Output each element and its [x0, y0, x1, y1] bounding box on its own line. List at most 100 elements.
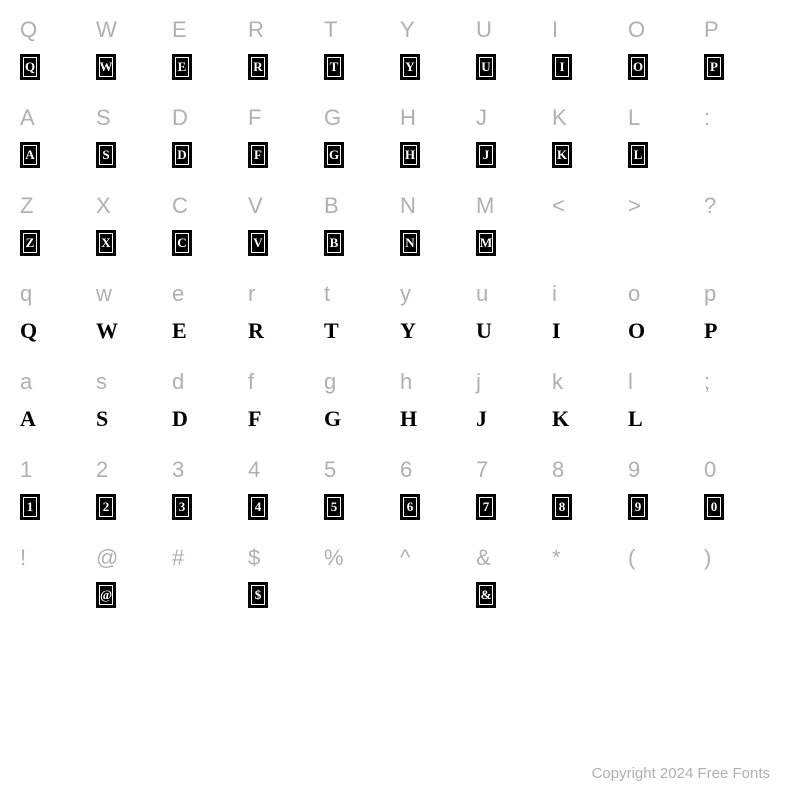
- boxed-glyph: 7: [476, 494, 496, 520]
- glyph-display: P: [704, 52, 724, 82]
- glyph-display: 4: [248, 492, 268, 522]
- char-cell: iI: [552, 274, 628, 362]
- key-label: ?: [704, 190, 716, 222]
- key-label: 3: [172, 454, 184, 486]
- key-label: G: [324, 102, 341, 134]
- decorative-glyph: U: [476, 318, 493, 344]
- char-cell: JJ: [476, 98, 552, 186]
- decorative-glyph: W: [96, 318, 119, 344]
- char-cell: #.: [172, 538, 248, 626]
- glyph-display: U: [476, 316, 493, 346]
- decorative-glyph: O: [628, 318, 646, 344]
- char-cell: pP: [704, 274, 780, 362]
- boxed-glyph: L: [628, 142, 648, 168]
- char-cell: rR: [248, 274, 324, 362]
- key-label: N: [400, 190, 416, 222]
- boxed-glyph: J: [476, 142, 496, 168]
- boxed-glyph: 5: [324, 494, 344, 520]
- key-label: q: [20, 278, 32, 310]
- boxed-glyph: V: [248, 230, 268, 256]
- char-cell: 77: [476, 450, 552, 538]
- boxed-glyph: P: [704, 54, 724, 80]
- glyph-display: X: [96, 228, 116, 258]
- glyph-display: H: [400, 404, 418, 434]
- decorative-glyph: E: [172, 318, 188, 344]
- key-label: k: [552, 366, 563, 398]
- boxed-glyph: 6: [400, 494, 420, 520]
- boxed-glyph: T: [324, 54, 344, 80]
- key-label: I: [552, 14, 558, 46]
- char-cell: kK: [552, 362, 628, 450]
- key-label: #: [172, 542, 184, 574]
- glyph-display: 6: [400, 492, 420, 522]
- boxed-glyph: M: [476, 230, 496, 256]
- char-cell: 22: [96, 450, 172, 538]
- boxed-glyph: H: [400, 142, 420, 168]
- key-label: a: [20, 366, 32, 398]
- char-cell: II: [552, 10, 628, 98]
- key-label: 5: [324, 454, 336, 486]
- glyph-display: D: [172, 140, 192, 170]
- char-cell: 88: [552, 450, 628, 538]
- key-label: t: [324, 278, 330, 310]
- char-cell: TT: [324, 10, 400, 98]
- char-cell: ).: [704, 538, 780, 626]
- char-cell: MM: [476, 186, 552, 274]
- glyph-display: 7: [476, 492, 496, 522]
- decorative-glyph: P: [704, 318, 718, 344]
- glyph-display: I: [552, 316, 562, 346]
- char-cell: GG: [324, 98, 400, 186]
- glyph-display: &: [476, 580, 496, 610]
- key-label: Y: [400, 14, 415, 46]
- glyph-display: D: [172, 404, 189, 434]
- char-cell: *.: [552, 538, 628, 626]
- glyph-display: S: [96, 140, 116, 170]
- char-cell: yY: [400, 274, 476, 362]
- key-label: P: [704, 14, 719, 46]
- key-label: Z: [20, 190, 33, 222]
- key-label: ): [704, 542, 711, 574]
- boxed-glyph: 2: [96, 494, 116, 520]
- char-cell: dD: [172, 362, 248, 450]
- decorative-glyph: H: [400, 406, 418, 432]
- char-cell: (.: [628, 538, 704, 626]
- char-cell: 44: [248, 450, 324, 538]
- boxed-glyph: Z: [20, 230, 40, 256]
- decorative-glyph: T: [324, 318, 340, 344]
- char-cell: NN: [400, 186, 476, 274]
- glyph-display: H: [400, 140, 420, 170]
- boxed-glyph: W: [96, 54, 116, 80]
- boxed-glyph: G: [324, 142, 344, 168]
- key-label: %: [324, 542, 344, 574]
- key-label: y: [400, 278, 411, 310]
- char-cell: WW: [96, 10, 172, 98]
- char-cell: XX: [96, 186, 172, 274]
- char-cell: 11: [20, 450, 96, 538]
- char-cell: ^.: [400, 538, 476, 626]
- key-label: F: [248, 102, 261, 134]
- key-label: S: [96, 102, 111, 134]
- char-cell: uU: [476, 274, 552, 362]
- char-cell: gG: [324, 362, 400, 450]
- char-cell: YY: [400, 10, 476, 98]
- boxed-glyph: 9: [628, 494, 648, 520]
- key-label: H: [400, 102, 416, 134]
- key-label: 1: [20, 454, 32, 486]
- key-label: ;: [704, 366, 710, 398]
- char-cell: QQ: [20, 10, 96, 98]
- glyph-display: P: [704, 316, 718, 346]
- glyph-display: @: [96, 580, 116, 610]
- boxed-glyph: E: [172, 54, 192, 80]
- boxed-glyph: U: [476, 54, 496, 80]
- boxed-glyph: R: [248, 54, 268, 80]
- key-label: o: [628, 278, 640, 310]
- glyph-display: K: [552, 404, 570, 434]
- char-cell: HH: [400, 98, 476, 186]
- key-label: ^: [400, 542, 410, 574]
- glyph-display: Q: [20, 316, 38, 346]
- glyph-display: W: [96, 316, 119, 346]
- char-cell: ;.: [704, 362, 780, 450]
- key-label: l: [628, 366, 633, 398]
- glyph-display: Z: [20, 228, 40, 258]
- char-cell: ZZ: [20, 186, 96, 274]
